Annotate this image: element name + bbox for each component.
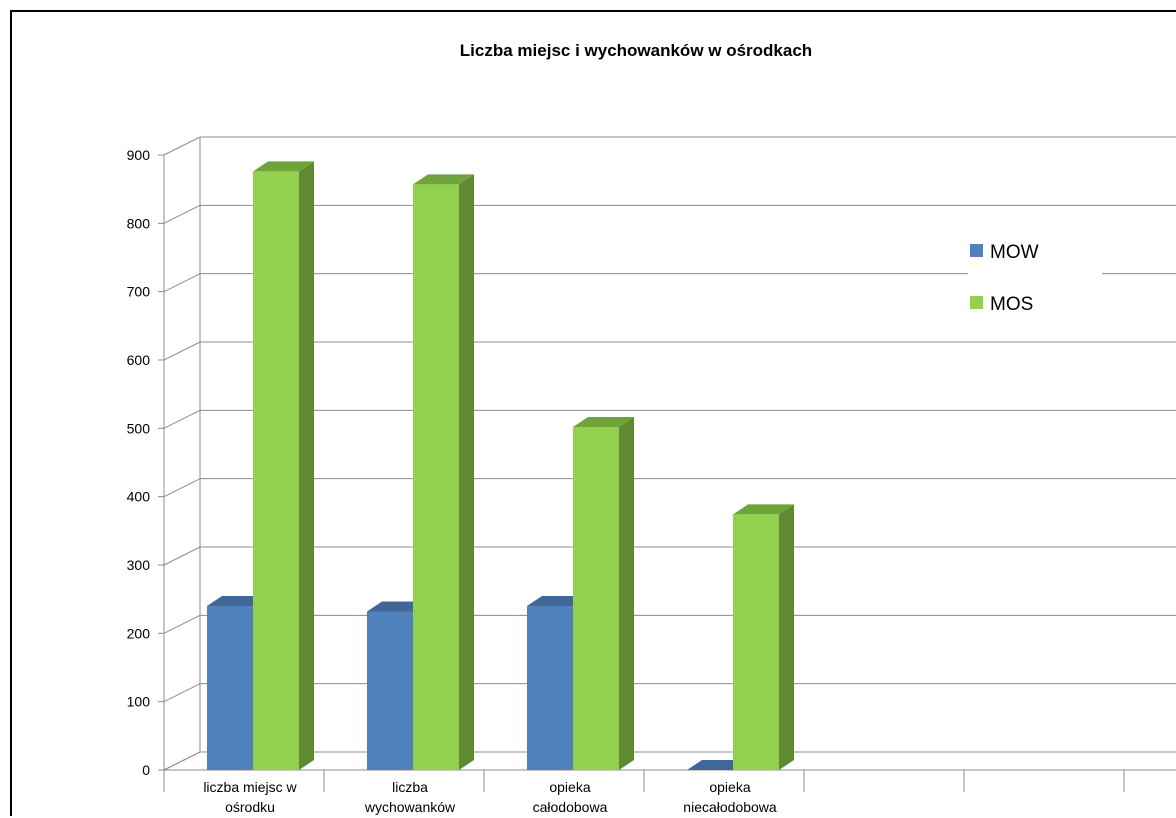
bar-chart: Liczba miejsc i wychowanków w ośrodkach … [127,41,1176,815]
y-tick-label: 300 [127,557,151,573]
gridline-depth [163,409,201,429]
chart-frame: Liczba miejsc i wychowanków w ośrodkach … [10,10,1176,816]
gridline-depth [163,683,201,703]
y-tick-label: 700 [127,284,151,300]
y-tick-label: 100 [127,694,151,710]
y-tick-label: 200 [127,625,151,641]
legend-swatch-mow [970,244,983,257]
legend-swatch-mos [970,296,983,309]
legend: MOW MOS [968,234,1102,334]
y-axis: 0 100 200 300 400 500 600 700 800 900 [127,147,164,778]
y-tick-label: 500 [127,420,151,436]
y-tick-label: 900 [127,147,151,163]
y-tick-label: 0 [142,762,150,778]
legend-label-mos: MOS [990,294,1033,315]
legend-label-mow: MOW [990,242,1039,263]
x-tick-label: liczba wychowanków [364,779,456,815]
gridline-depth [163,614,201,634]
chart-title: Liczba miejsc i wychowanków w ośrodkach [460,41,812,60]
bar-mos [573,416,634,770]
x-tick-label: opieka niecałodobowa [683,779,777,815]
gridline-depth [163,751,201,771]
y-tick-label: 600 [127,352,151,368]
bar-mos [733,504,794,770]
gridline-depth [163,546,201,566]
x-axis: liczba miejsc w ośrodku liczba wychowanków o… [163,770,1125,815]
x-tick-label: liczba miejsc w ośrodku [203,779,297,815]
x-tick-label: opieka całodobowa [533,779,608,815]
chart-walls [163,137,1176,771]
gridline-depth [163,478,201,498]
bar-mos [413,174,474,771]
gridline-depth [163,136,201,156]
gridline-depth [163,204,201,224]
bars [207,161,794,771]
gridlines [163,136,1176,771]
gridline-depth [163,341,201,361]
bar-mow [687,760,748,770]
floor [163,751,1176,771]
bar-mos [253,161,314,770]
y-tick-label: 800 [127,215,151,231]
gridline-depth [163,273,201,293]
legend-box [968,234,1102,334]
y-tick-label: 400 [127,489,151,505]
